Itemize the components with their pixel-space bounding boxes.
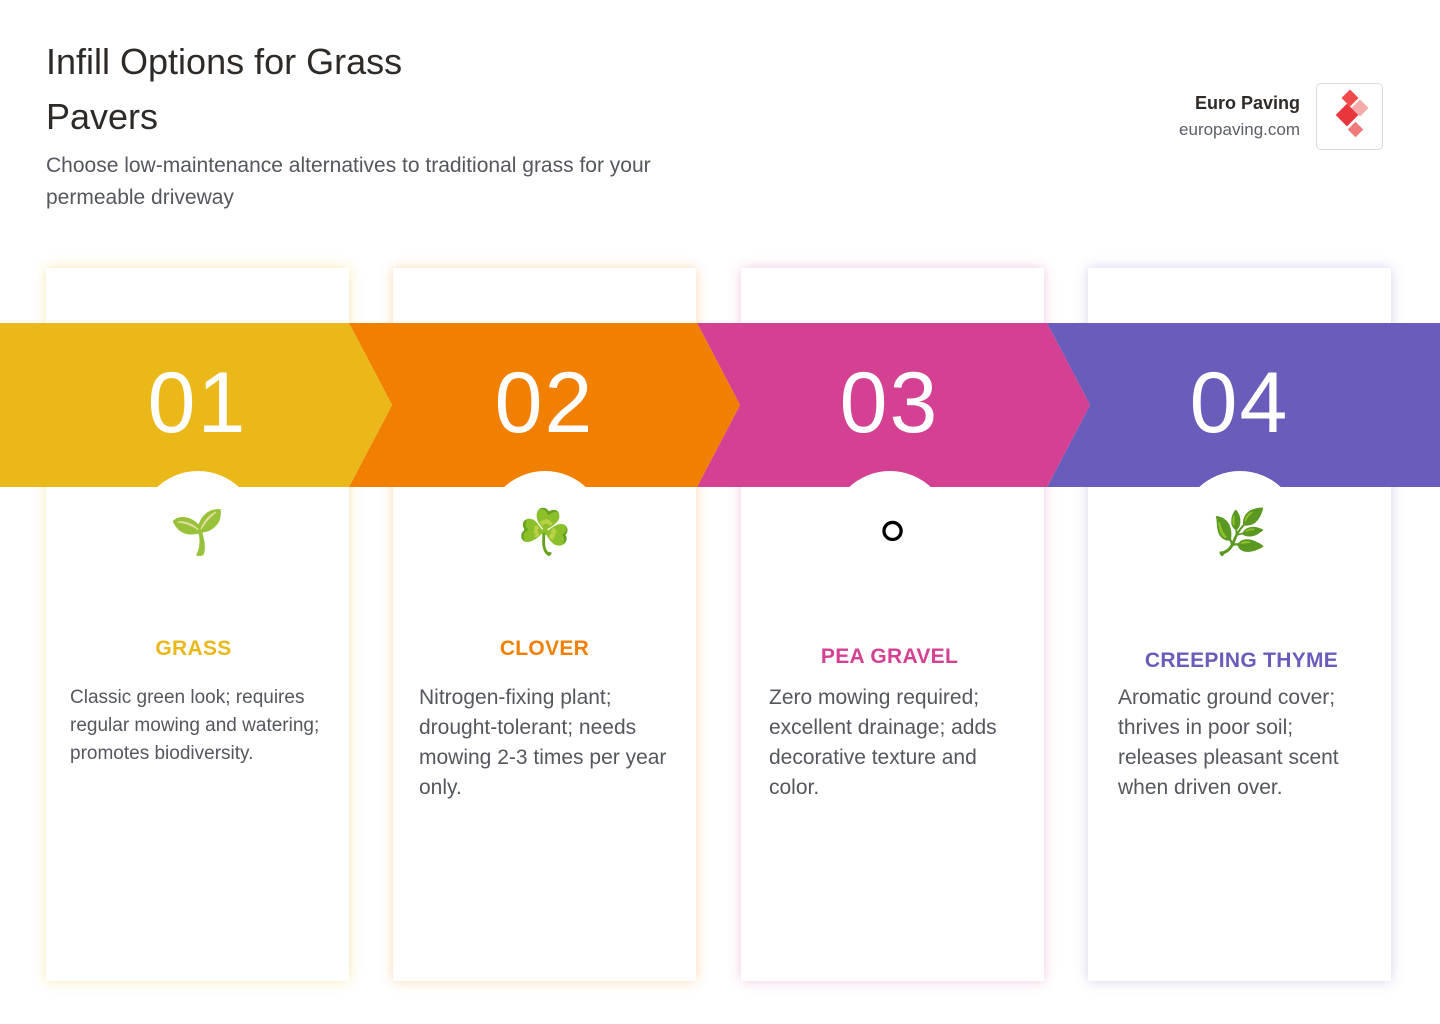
herb-icon: 🌿 <box>1212 508 1267 557</box>
option-title-grass: GRASS <box>155 637 232 660</box>
arrow-segment-1 <box>0 323 392 487</box>
shamrock-icon: ☘️ <box>517 508 572 557</box>
option-title-creeping-thyme: CREEPING THYME <box>1144 649 1339 672</box>
arrow-segment-4 <box>1047 323 1440 487</box>
arrow-segment-3 <box>697 323 1090 487</box>
arrow-segment-2 <box>349 323 740 487</box>
brand-url[interactable]: europaving.com <box>1179 120 1300 139</box>
step-arrow-band <box>0 323 1440 487</box>
option-description-creeping-thyme: Aromatic ground cover; thrives in poor s… <box>1118 686 1339 799</box>
page-title: Infill Options for Grass Pavers <box>46 41 403 137</box>
page-subtitle: Choose low-maintenance alternatives to t… <box>46 154 651 209</box>
seedling-icon: 🌱 <box>170 508 225 557</box>
option-title-clover: CLOVER <box>499 637 590 660</box>
option-description-grass: Classic green look; requires regular mow… <box>70 687 320 764</box>
step-number-3: 03 <box>839 355 940 451</box>
white-circle-icon: ⚪ <box>874 508 911 557</box>
option-description-pea-gravel: Zero mowing required; excellent drainage… <box>769 686 997 799</box>
brand-logo-icon <box>1316 83 1383 150</box>
option-description-clover: Nitrogen-fixing plant; drought-tolerant;… <box>419 686 667 799</box>
step-number-1: 01 <box>147 355 248 451</box>
option-title-pea-gravel: PEA GRAVEL <box>820 645 959 668</box>
brand-name: Euro Paving <box>1194 93 1300 113</box>
step-number-2: 02 <box>494 355 595 451</box>
brand-block: Euro Paving europaving.com <box>1179 91 1300 145</box>
step-number-4: 04 <box>1189 355 1290 451</box>
